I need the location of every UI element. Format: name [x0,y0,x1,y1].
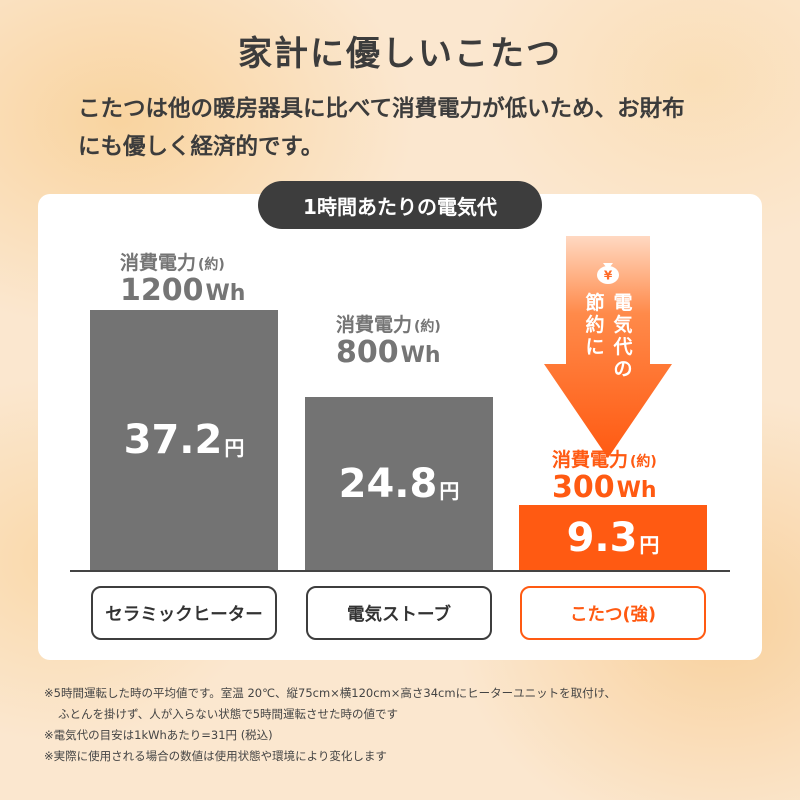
bar-value: 37.2 [123,417,223,463]
arrow-char: 電 [613,292,633,314]
category-kotatsu: こたつ(強) [520,586,706,640]
footnote-1-cont: ふとんを掛けず、人が入らない状態で5時間運転させた時の値です [58,707,399,721]
arrow-char: 気 [613,314,633,336]
footnotes: ※5時間運転した時の平均値です。室温 20℃、縦75cm×横120cm×高さ34… [44,683,774,767]
category-electric-stove: 電気ストーブ [306,586,492,640]
bar-unit: 円 [639,533,660,557]
approx-text: (約) [198,257,225,273]
footnote-1: ※5時間運転した時の平均値です。室温 20℃、縦75cm×横120cm×高さ34… [44,686,616,700]
savings-arrow: ¥ 節 約 に 電 気 代 の [542,236,674,462]
approx-text: (約) [414,319,441,335]
bar-unit: 円 [224,435,245,460]
chart-baseline [70,570,730,572]
bar-ceramic-heater: 37.2 円 [90,310,278,570]
power-value: 800 [336,335,399,370]
power-value: 1200 [120,273,204,308]
yen-purse-icon: ¥ [597,263,619,284]
panel-heading: 1時間あたりの電気代 [258,181,542,229]
bar-value: 24.8 [338,460,438,507]
arrow-char: に [585,336,605,358]
page-title: 家計に優しいこたつ [238,34,562,74]
power-label-kotatsu: 消費電力 (約) 300Wh [552,445,657,507]
arrow-char: 約 [585,314,605,336]
lead-line-2: にも優しく経済的です。 [78,134,324,160]
lead-line-1: こたつは他の暖房器具に比べて消費電力が低いため、お財布 [78,96,685,122]
svg-text:¥: ¥ [604,269,613,283]
power-unit: Wh [616,478,657,503]
arrow-char: の [613,358,633,380]
arrow-char: 節 [585,292,605,314]
arrow-text-col1: 節 約 に [584,292,606,358]
approx-text: (約) [630,454,657,470]
power-unit: Wh [205,281,246,306]
lead-text: こたつは他の暖房器具に比べて消費電力が低いため、お財布 にも優しく経済的です。 [78,90,758,166]
arrow-char: 代 [613,336,633,358]
power-label-stove: 消費電力 (約) 800Wh [336,310,441,372]
bar-value: 9.3 [566,514,638,561]
bar-unit: 円 [439,479,460,503]
power-unit: Wh [400,343,441,368]
arrow-text-col2: 電 気 代 の [612,292,634,380]
power-label-text: 消費電力 [336,314,413,336]
power-label-ceramic: 消費電力 (約) 1200Wh [120,248,245,310]
bar-electric-stove: 24.8 円 [305,397,493,570]
power-value: 300 [552,470,615,505]
power-label-text: 消費電力 [120,252,197,274]
savings-arrow-shape [544,236,672,458]
bar-kotatsu: 9.3 円 [519,505,707,570]
category-ceramic-heater: セラミックヒーター [91,586,277,640]
footnote-2: ※電気代の目安は1kWhあたり=31円 (税込) [44,728,273,742]
footnote-3: ※実際に使用される場合の数値は使用状態や環境により変化します [44,749,387,763]
